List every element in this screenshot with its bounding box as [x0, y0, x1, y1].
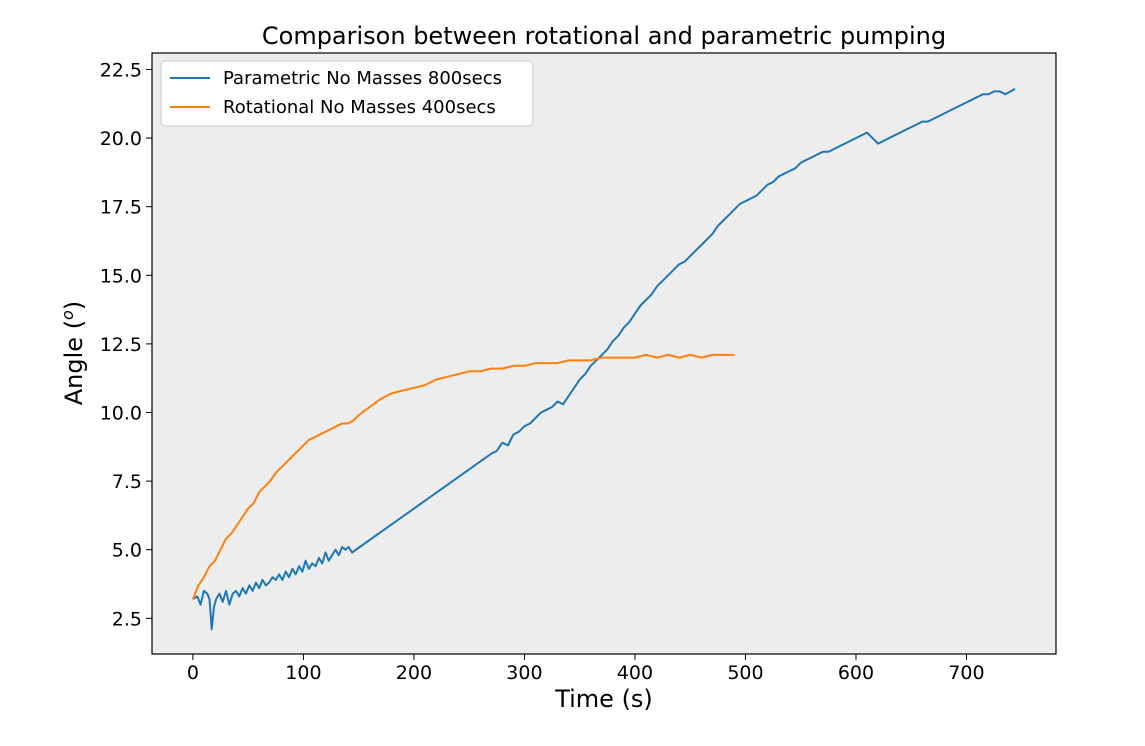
y-ticks: 2.5 5.0 7.5 10.0 12.5 15.0 17.5 20.0 22.5	[100, 59, 152, 630]
y-tick-label: 20.0	[100, 128, 142, 150]
y-tick-label: 12.5	[100, 334, 142, 356]
chart-title: Comparison between rotational and parame…	[262, 22, 946, 50]
legend: Parametric No Masses 800secs Rotational …	[160, 60, 534, 127]
y-tick-label: 7.5	[112, 471, 142, 493]
y-tick-label: 15.0	[100, 265, 142, 287]
plot-frame	[151, 52, 1057, 655]
legend-label-rotational: Rotational No Masses 400secs	[223, 97, 496, 118]
x-tick-label: 200	[396, 662, 432, 684]
legend-label-parametric: Parametric No Masses 800secs	[223, 68, 502, 89]
y-tick-label: 22.5	[100, 59, 142, 81]
x-axis-label: Time (s)	[554, 685, 653, 713]
x-tick-label: 500	[727, 662, 763, 684]
y-tick-label: 2.5	[112, 608, 142, 630]
y-tick-label: 17.5	[100, 197, 142, 219]
x-tick-label: 0	[187, 662, 199, 684]
x-tick-label: 400	[617, 662, 653, 684]
x-tick-label: 300	[506, 662, 542, 684]
series-line-0	[192, 87, 1016, 631]
y-tick-label: 10.0	[100, 403, 142, 425]
x-ticks: 0 100 200 300 400 500 600 700	[187, 654, 985, 684]
y-tick-label: 5.0	[112, 540, 142, 562]
series-line-1	[191, 353, 735, 600]
x-tick-label: 600	[838, 662, 874, 684]
series-layer	[191, 87, 1016, 631]
y-axis-label: Angle (o)	[58, 301, 88, 405]
legend-box	[160, 60, 534, 127]
x-tick-label: 100	[285, 662, 321, 684]
x-tick-label: 700	[948, 662, 984, 684]
